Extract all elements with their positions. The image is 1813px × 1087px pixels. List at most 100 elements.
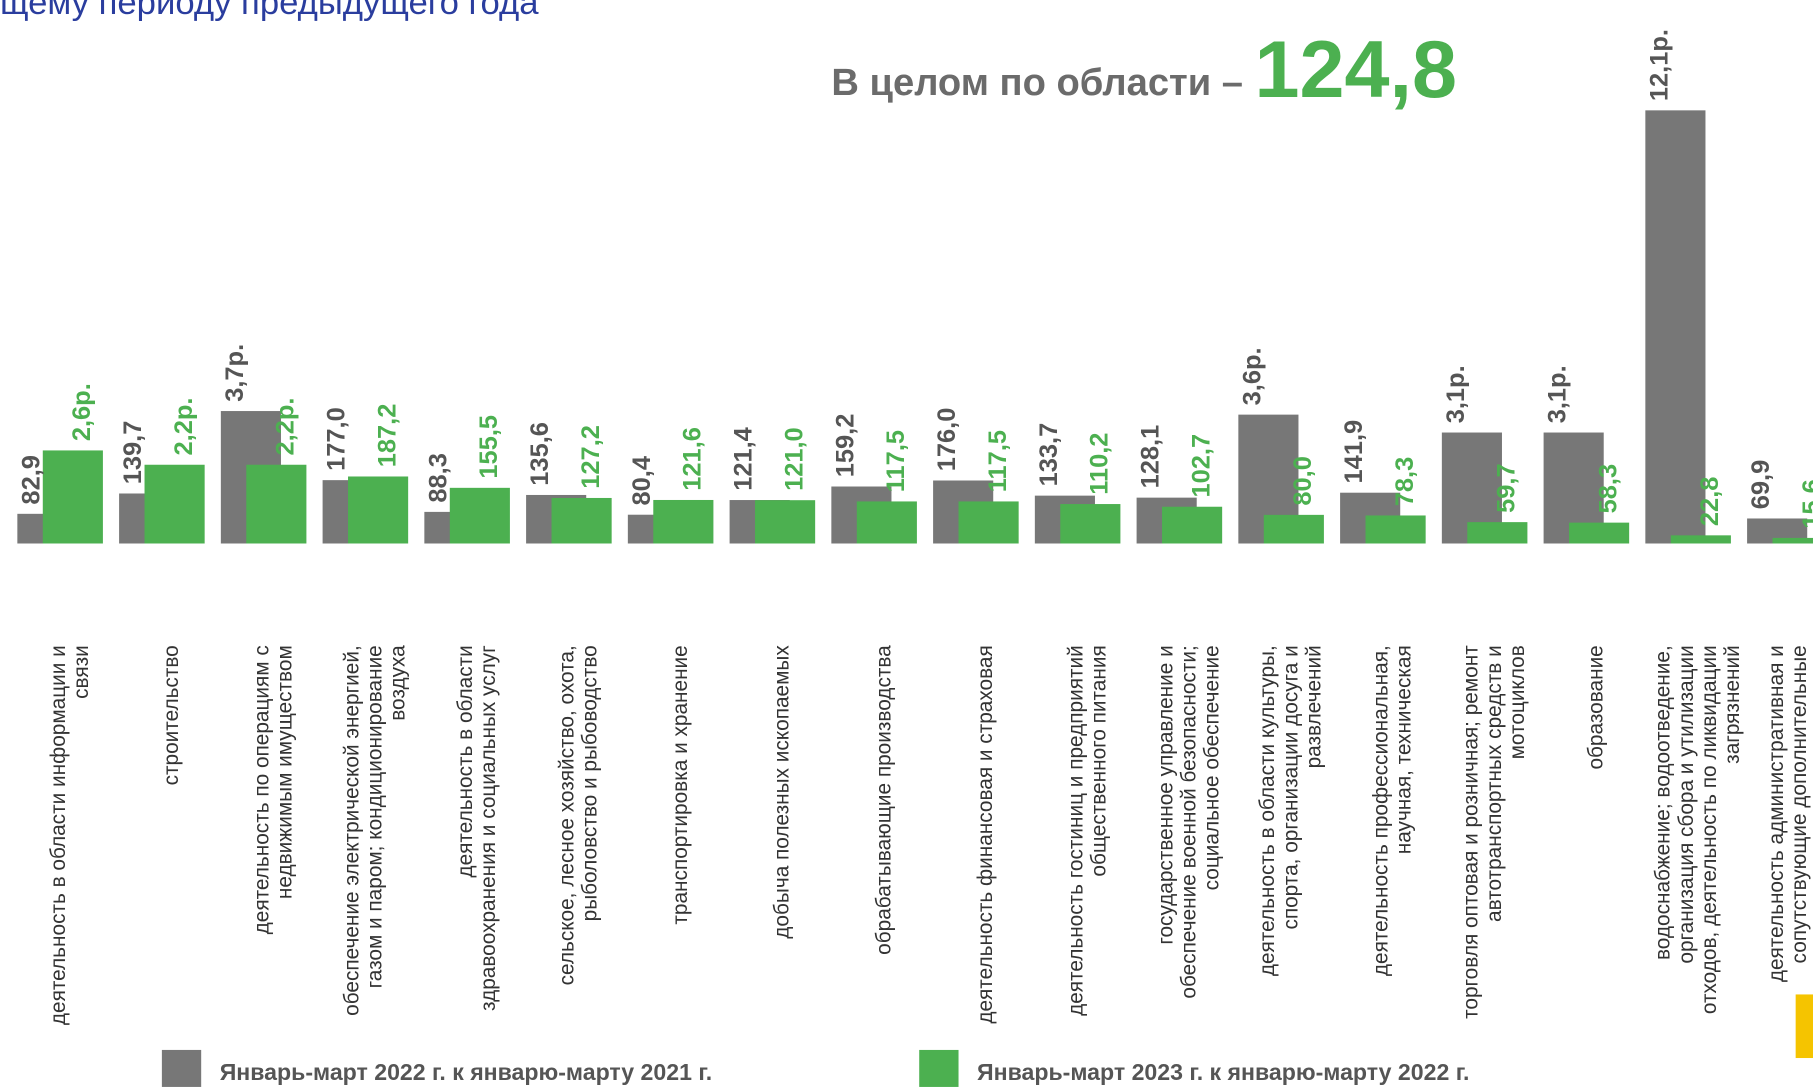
bar <box>653 499 714 544</box>
legend-label: Январь-март 2022 г. к январю-марту 2021 … <box>220 1059 712 1085</box>
category-label: торговля оптовая и розничная; ремонт авт… <box>1460 645 1529 1019</box>
bar <box>246 464 307 544</box>
category-line: строительство <box>160 645 183 785</box>
value-label: 12,1р. <box>1645 29 1673 101</box>
value-label: 22,8 <box>1696 477 1724 526</box>
bar <box>551 497 612 544</box>
decor <box>1795 994 1813 1059</box>
value-label: 2,2р. <box>272 398 300 456</box>
category-label: деятельность административная и сопутств… <box>1765 645 1813 982</box>
value-label: 127,2 <box>577 425 605 489</box>
category-label: деятельность в области здравоохранения и… <box>454 645 500 1017</box>
category-line: деятельность в области <box>454 645 477 877</box>
value-label: 117,5 <box>984 430 1012 492</box>
value-label: 2,6р. <box>68 383 96 441</box>
category-label: деятельность финансовая и страховая <box>974 645 997 1023</box>
value-label: 2,2р. <box>170 398 198 456</box>
category-line: здравоохранения и социальных услуг <box>477 645 500 1017</box>
bar <box>144 464 205 544</box>
value-label: 88,3 <box>424 453 452 502</box>
bar <box>1467 522 1528 544</box>
category-line: деятельность в области культуры, <box>1256 645 1279 976</box>
category-line: рыболовство и рыбоводство <box>579 645 602 927</box>
bar <box>42 450 103 544</box>
category-line: торговля оптовая и розничная; ремонт <box>1460 645 1483 1019</box>
category-label: деятельность по операциям с недвижимым и… <box>250 645 296 934</box>
value-label: 121,6 <box>679 427 707 491</box>
category-label: обеспечение электрической энергией, газо… <box>340 645 409 1016</box>
category-line: отходов, деятельность по ликвидации <box>1698 645 1721 1020</box>
value-label: 58,3 <box>1594 464 1622 513</box>
category-line: обеспечение военной безопасности; <box>1178 645 1201 1004</box>
bar <box>1670 535 1731 544</box>
category-line: деятельность финансовая и страховая <box>974 645 997 1023</box>
bar <box>1569 522 1630 544</box>
legend-swatch <box>161 1049 202 1087</box>
value-label: 3,1р. <box>1442 365 1470 423</box>
category-line: общественного питания <box>1087 645 1110 882</box>
category-line: автотранспортных средств и <box>1483 645 1506 928</box>
category-line: научная, техническая <box>1393 645 1416 860</box>
value-label: 121,0 <box>780 427 808 491</box>
category-line: сопутствующие дополнительные <box>1788 645 1811 969</box>
bar <box>856 501 917 544</box>
value-label: 110,2 <box>1086 433 1114 495</box>
category-line: организация сбора и утилизации <box>1675 645 1698 969</box>
category-label: обрабатывающие производства <box>872 645 895 955</box>
bar <box>755 500 816 544</box>
category-line: газом и паром; кондиционирование <box>364 645 387 994</box>
category-line: развлечений <box>1302 645 1325 774</box>
category-line: сельское, лесное хозяйство, охота, <box>556 645 579 985</box>
category-label: добыча полезных ископаемых <box>771 645 794 939</box>
value-label: 159,2 <box>831 414 859 478</box>
category-line: загрязнений <box>1721 645 1744 769</box>
category-label: водоснабжение; водоотведение, организаци… <box>1652 645 1744 1020</box>
value-label: 141,9 <box>1340 420 1368 484</box>
value-label: 69,9 <box>1747 460 1775 509</box>
value-label: 80,0 <box>1289 456 1317 505</box>
bar <box>348 476 409 544</box>
category-line: деятельность гостиниц и предприятий <box>1064 645 1087 1016</box>
value-label: 128,1 <box>1137 425 1165 489</box>
category-label: деятельность гостиниц и предприятий обще… <box>1064 645 1110 1016</box>
category-line: деятельность административная и <box>1765 645 1788 982</box>
category-line: деятельность по операциям с <box>250 645 273 934</box>
category-label: транспортировка и хранение <box>669 645 692 924</box>
category-label: строительство <box>160 645 183 785</box>
legend-swatch <box>919 1049 959 1087</box>
bar <box>1365 515 1426 544</box>
value-label: 102,7 <box>1187 434 1215 498</box>
value-label: 78,3 <box>1391 457 1419 506</box>
bar <box>1162 506 1223 544</box>
category-label: деятельность профессиональная, научная, … <box>1369 645 1415 976</box>
category-line: транспортировка и хранение <box>669 645 692 924</box>
category-line: услуги <box>1811 645 1813 713</box>
value-label: 15,6 <box>1798 479 1813 528</box>
value-label: 59,7 <box>1493 463 1521 512</box>
category-label: деятельность в области информации и связ… <box>47 645 93 1025</box>
value-label: 3,6р. <box>1238 347 1266 405</box>
category-line: мотоциклов <box>1506 645 1529 765</box>
chart-title: щему периоду предыдущего года <box>0 0 539 22</box>
bar <box>1060 504 1121 544</box>
category-line: образование <box>1585 645 1608 769</box>
bar <box>958 501 1019 544</box>
value-label: 187,2 <box>373 404 401 468</box>
bar <box>1645 110 1706 544</box>
category-line: связи <box>70 645 93 704</box>
category-line: спорта, организации досуга и <box>1279 645 1302 935</box>
category-line: добыча полезных ископаемых <box>771 645 794 939</box>
value-label: 3,7р. <box>221 344 249 402</box>
category-line: государственное управление и <box>1154 645 1177 944</box>
value-label: 80,4 <box>628 456 656 505</box>
legend-label: Январь-март 2023 г. к январю-марту 2022 … <box>977 1059 1469 1085</box>
category-line: социальное обеспечение <box>1201 645 1224 896</box>
value-label: 82,9 <box>17 455 45 504</box>
value-label: 135,6 <box>526 422 554 486</box>
value-label: 133,7 <box>1035 423 1063 487</box>
value-label: 176,0 <box>933 408 961 472</box>
category-line: обеспечение электрической энергией, <box>340 645 363 1016</box>
category-label: государственное управление и обеспечение… <box>1154 645 1223 1004</box>
value-label: 139,7 <box>119 421 147 485</box>
